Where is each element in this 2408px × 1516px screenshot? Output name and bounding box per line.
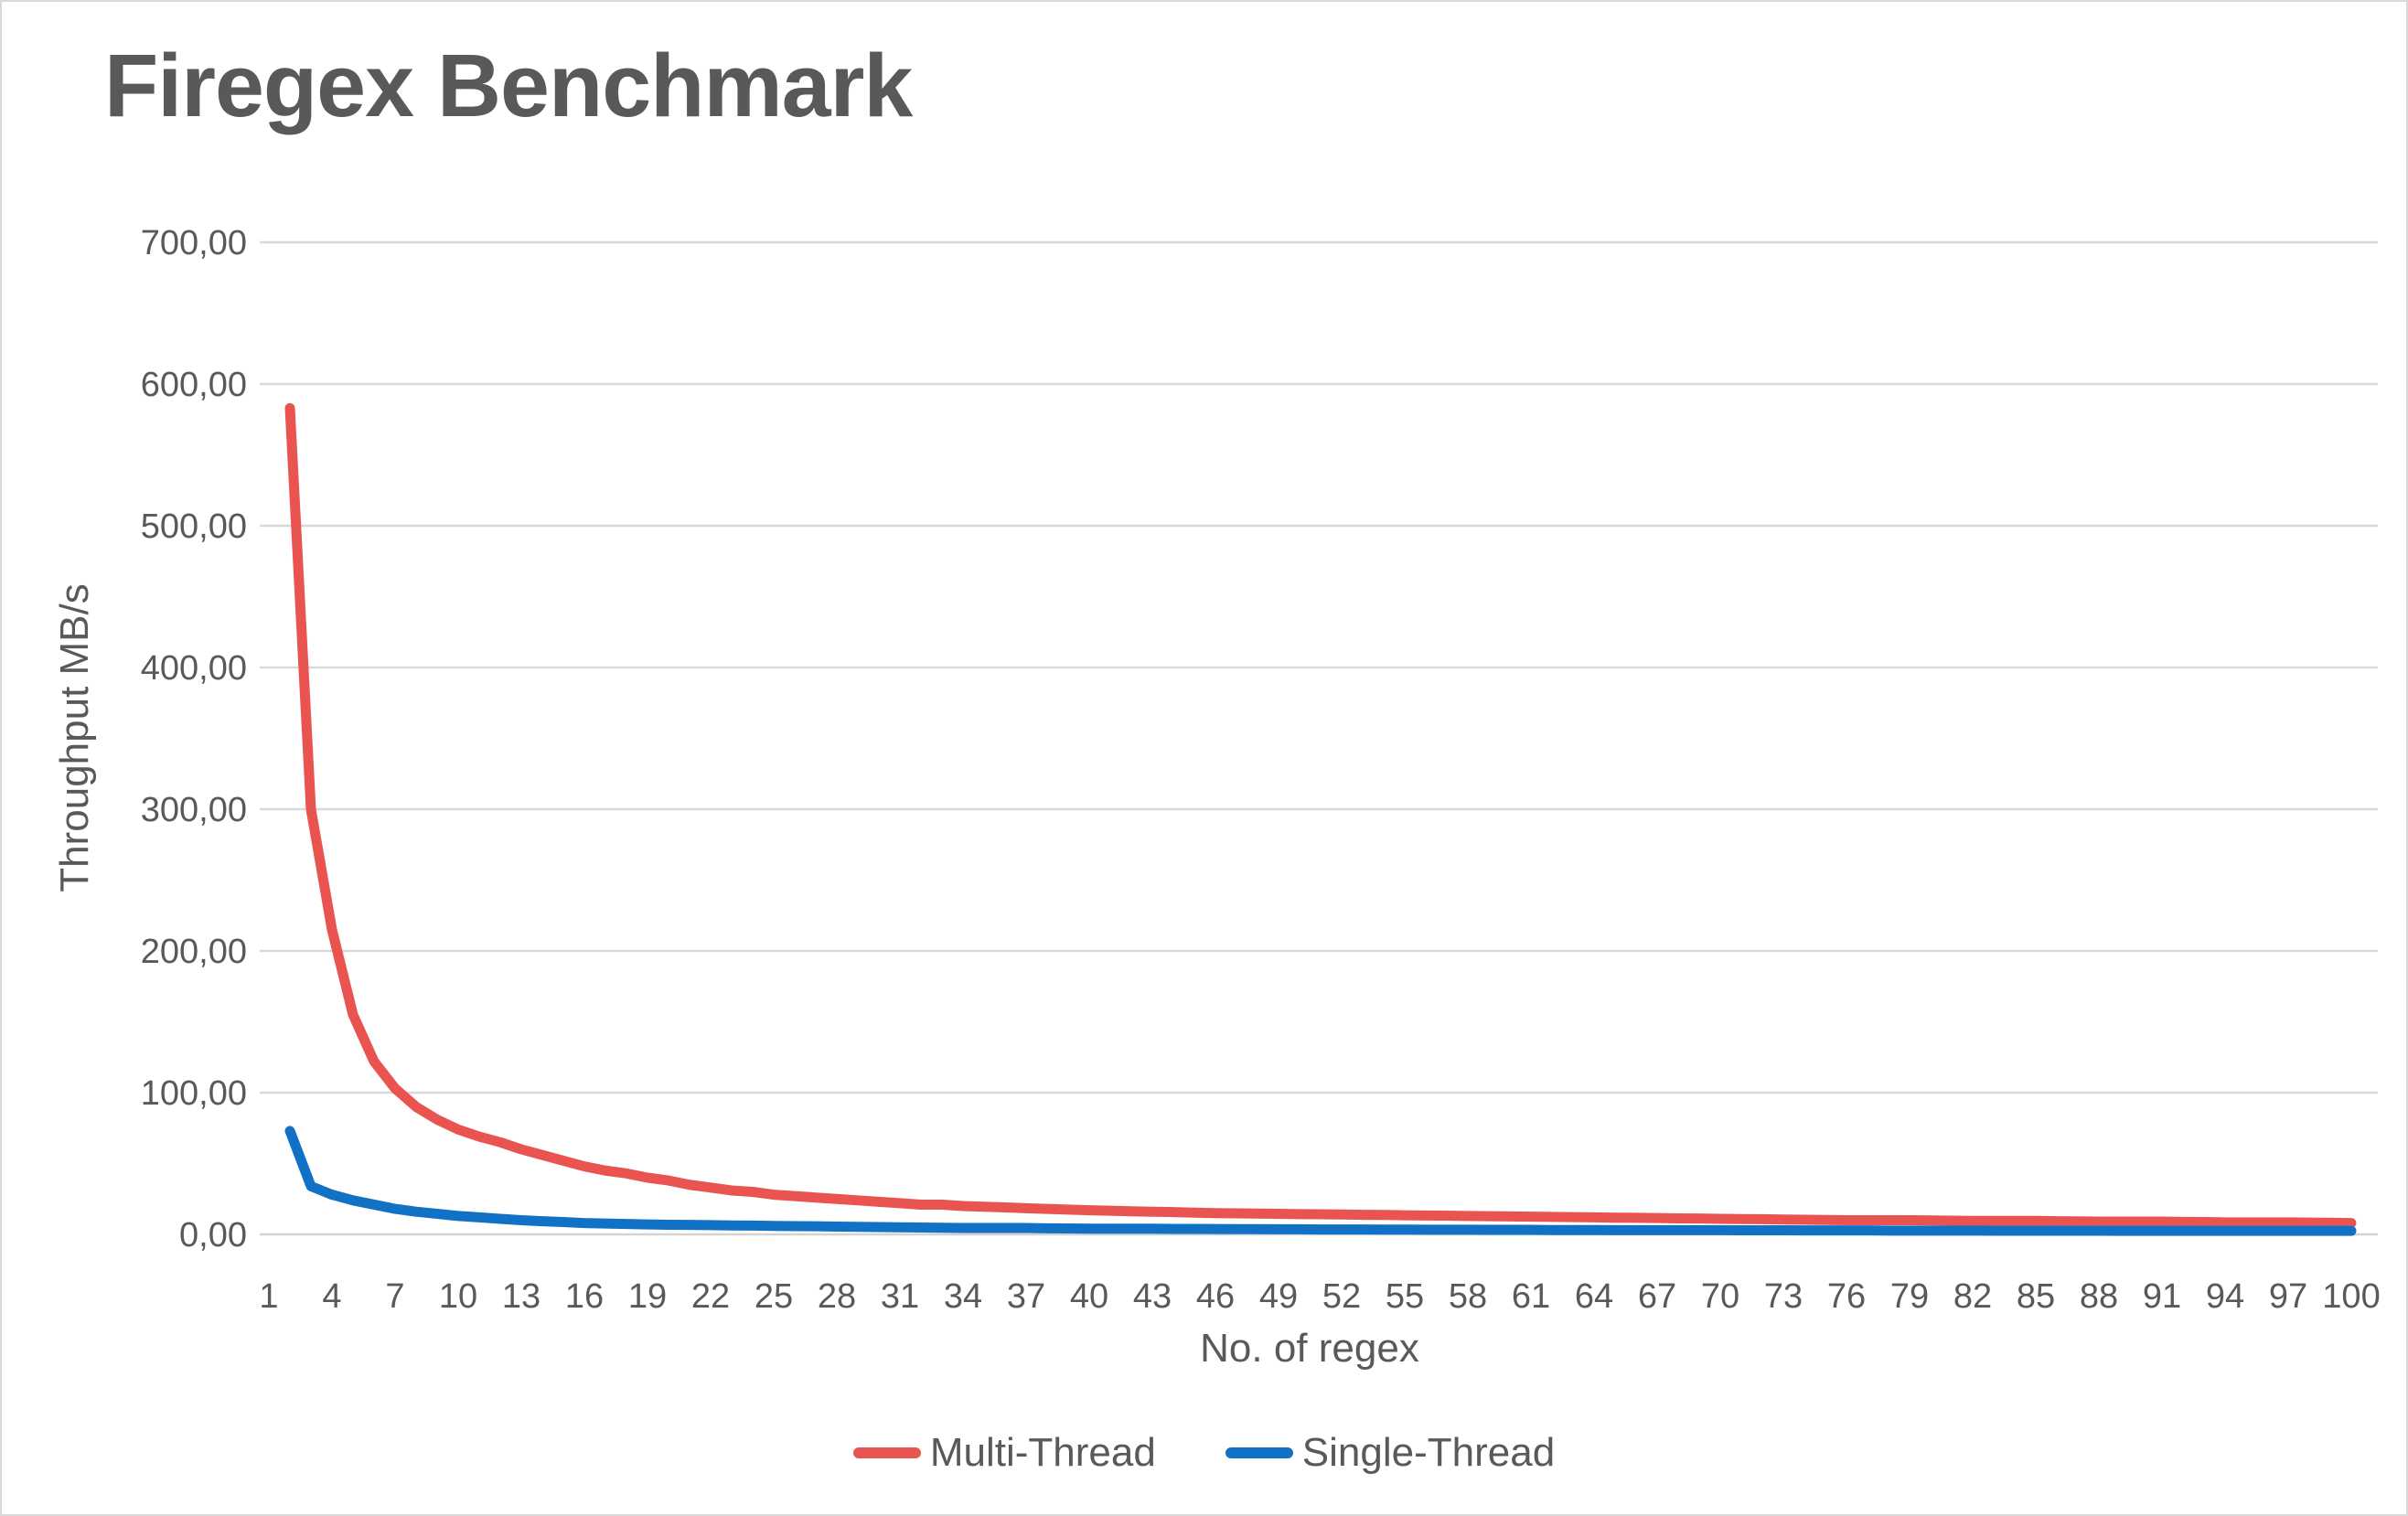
series-line-multi-thread [284, 402, 2357, 1229]
x-tick-label: 58 [1449, 1277, 1487, 1316]
x-tick-label: 100 [2322, 1277, 2380, 1316]
x-tick-label: 16 [565, 1277, 604, 1316]
x-tick-label: 34 [944, 1277, 982, 1316]
x-tick-label: 64 [1575, 1277, 1613, 1316]
x-tick-label: 94 [2206, 1277, 2244, 1316]
series-line-single-thread [284, 1126, 2357, 1236]
legend-item-single-thread: Single-Thread [1225, 1430, 1555, 1476]
x-tick-label: 31 [881, 1277, 919, 1316]
x-axis-title: No. of regex [1200, 1326, 1419, 1371]
y-tick-label: 0,00 [179, 1216, 247, 1254]
legend-marker-multi-thread [852, 1447, 921, 1458]
x-tick-label: 67 [1638, 1277, 1676, 1316]
y-tick-label: 500,00 [141, 507, 247, 546]
legend-item-multi-thread: Multi-Thread [852, 1430, 1156, 1476]
y-tick-label: 200,00 [141, 933, 247, 971]
x-tick-label: 85 [2017, 1277, 2055, 1316]
x-tick-label: 40 [1070, 1277, 1108, 1316]
x-tick-label: 7 [385, 1277, 404, 1316]
x-tick-label: 61 [1512, 1277, 1550, 1316]
x-tick-label: 76 [1827, 1277, 1866, 1316]
x-tick-label: 52 [1322, 1277, 1361, 1316]
x-tick-label: 28 [818, 1277, 856, 1316]
x-tick-label: 43 [1133, 1277, 1172, 1316]
legend-label: Multi-Thread [929, 1430, 1156, 1475]
y-tick-label: 400,00 [141, 649, 247, 688]
y-tick-label: 300,00 [141, 791, 247, 829]
x-tick-label: 91 [2143, 1277, 2181, 1316]
x-tick-label: 97 [2269, 1277, 2307, 1316]
x-tick-label: 79 [1890, 1277, 1929, 1316]
x-tick-label: 70 [1701, 1277, 1739, 1316]
x-tick-label: 82 [1953, 1277, 1992, 1316]
x-tick-label: 4 [322, 1277, 341, 1316]
x-tick-label: 19 [628, 1277, 667, 1316]
x-tick-label: 49 [1259, 1277, 1298, 1316]
legend-marker-single-thread [1225, 1447, 1293, 1458]
y-tick-label: 700,00 [141, 224, 247, 262]
y-tick-label: 600,00 [141, 366, 247, 404]
x-tick-label: 22 [691, 1277, 730, 1316]
x-tick-label: 25 [755, 1277, 793, 1316]
x-tick-label: 73 [1764, 1277, 1803, 1316]
x-tick-label: 46 [1196, 1277, 1235, 1316]
x-tick-label: 37 [1007, 1277, 1045, 1316]
chart-title: Firegex Benchmark [104, 36, 913, 135]
x-tick-label: 55 [1386, 1277, 1424, 1316]
x-tick-label: 13 [502, 1277, 540, 1316]
legend-label: Single-Thread [1301, 1430, 1556, 1475]
x-tick-label: 10 [439, 1277, 477, 1316]
chart-legend: Multi-Thread Single-Thread [2, 1430, 2406, 1476]
x-tick-label: 88 [2080, 1277, 2118, 1316]
x-tick-label: 1 [259, 1277, 278, 1316]
y-tick-label: 100,00 [141, 1074, 247, 1113]
